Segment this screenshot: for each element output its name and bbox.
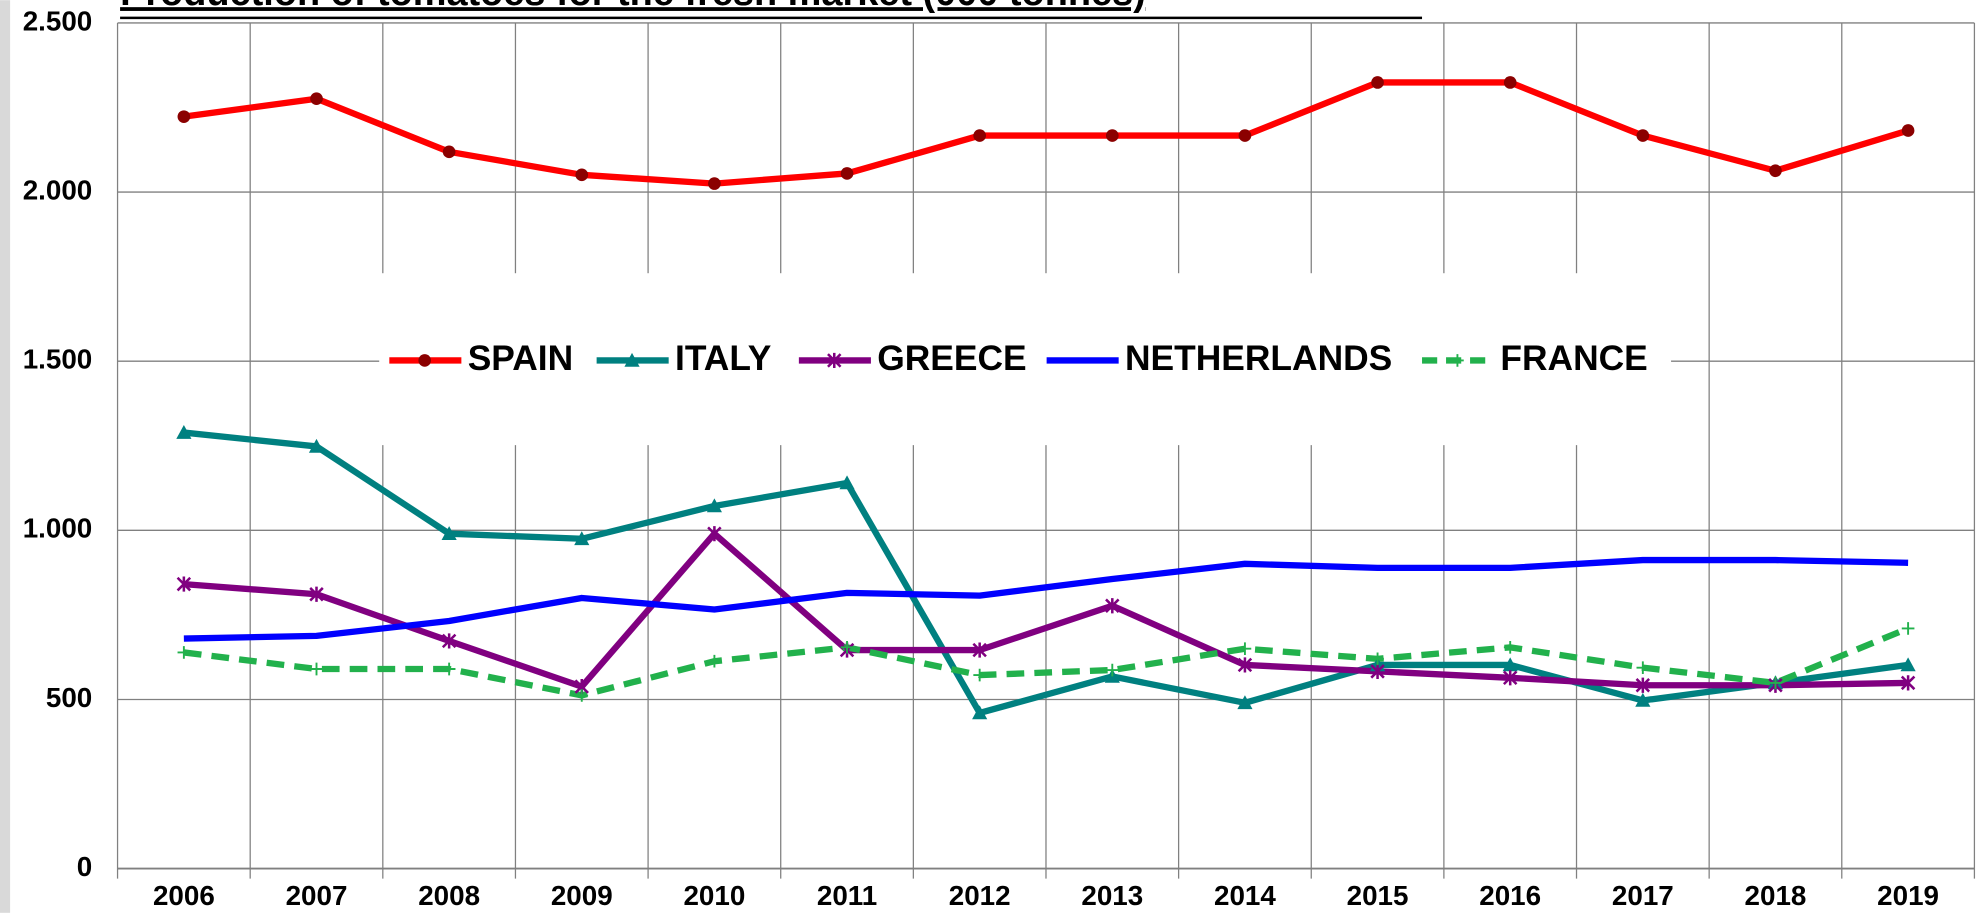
marker [1370, 663, 1385, 679]
x-tick-label: 2014 [1214, 880, 1276, 911]
marker [309, 586, 324, 602]
legend-label: FRANCE [1500, 339, 1647, 378]
marker [442, 662, 456, 676]
marker [441, 526, 457, 541]
x-tick-label: 2007 [286, 880, 348, 911]
title-box [111, 0, 1426, 21]
marker [827, 352, 842, 369]
x-tick-label: 2016 [1479, 880, 1541, 911]
y-tick-label: 2.500 [23, 5, 93, 36]
chart-title: Production of tomatoes for the fresh mar… [120, 0, 1146, 14]
marker [839, 475, 855, 490]
marker [575, 689, 589, 702]
marker [1105, 129, 1119, 142]
marker [1635, 692, 1651, 707]
series-lines [176, 76, 1916, 720]
marker [442, 145, 456, 159]
marker [310, 662, 323, 676]
x-tick-label: 2012 [949, 880, 1011, 911]
marker [840, 167, 854, 180]
x-tick-label: 2015 [1347, 880, 1409, 911]
marker [1901, 622, 1915, 635]
x-tick-label: 2017 [1612, 880, 1674, 911]
marker [1900, 657, 1916, 672]
x-tick-label: 2013 [1081, 880, 1143, 911]
marker [574, 531, 590, 546]
legend-label: ITALY [675, 339, 772, 378]
y-tick-label: 2.000 [23, 174, 93, 205]
marker [1636, 129, 1650, 142]
x-tick-label: 2011 [817, 880, 877, 911]
marker [1371, 76, 1384, 89]
marker [441, 633, 457, 649]
marker [1901, 124, 1915, 137]
marker [1237, 657, 1253, 673]
marker [308, 438, 325, 453]
legend-label: NETHERLANDS [1125, 339, 1392, 378]
legend-label: GREECE [877, 339, 1026, 378]
series-line [183, 556, 1909, 642]
marker [177, 646, 191, 659]
x-tick-label: 2008 [418, 880, 480, 911]
x-tick-label: 2006 [153, 880, 215, 911]
marker [1769, 164, 1782, 178]
series-line [183, 79, 1910, 187]
y-tick-label: 1.000 [23, 513, 93, 544]
marker [1502, 670, 1518, 686]
marker [1237, 695, 1253, 710]
side-strip [0, 0, 11, 913]
legend-label: SPAIN [468, 339, 573, 378]
marker [176, 424, 192, 439]
marker [1502, 657, 1518, 672]
y-tick-label: 1.500 [23, 344, 93, 375]
marker [177, 110, 191, 123]
series-line [183, 429, 1909, 717]
y-tick-label: 0 [77, 851, 92, 882]
series-line [183, 625, 1910, 699]
grid [116, 22, 1976, 879]
marker [1371, 652, 1384, 666]
marker [1503, 76, 1517, 89]
marker [973, 129, 986, 142]
marker [1238, 642, 1252, 656]
marker [1636, 661, 1650, 674]
marker [1451, 354, 1464, 367]
marker [972, 642, 987, 658]
x-tick-label: 2010 [683, 880, 745, 911]
marker [1769, 676, 1782, 690]
marker [707, 526, 722, 542]
y-tick-label: 500 [46, 682, 92, 713]
marker [1635, 677, 1651, 693]
x-tick-label: 2019 [1877, 880, 1939, 911]
marker [840, 641, 854, 654]
marker [708, 177, 721, 190]
marker [310, 92, 323, 106]
marker [176, 576, 192, 592]
marker [972, 705, 988, 720]
marker [706, 498, 722, 513]
marker [418, 354, 432, 367]
marker [973, 668, 986, 682]
marker [1503, 641, 1517, 654]
marker [1900, 675, 1916, 691]
marker [708, 654, 721, 668]
marker [1105, 663, 1119, 677]
marker [1238, 129, 1252, 142]
marker [575, 168, 589, 182]
x-tick-label: 2018 [1745, 880, 1807, 911]
marker [624, 352, 640, 367]
x-tick-label: 2009 [551, 880, 613, 911]
series-line [183, 530, 1909, 690]
marker [1105, 598, 1120, 614]
